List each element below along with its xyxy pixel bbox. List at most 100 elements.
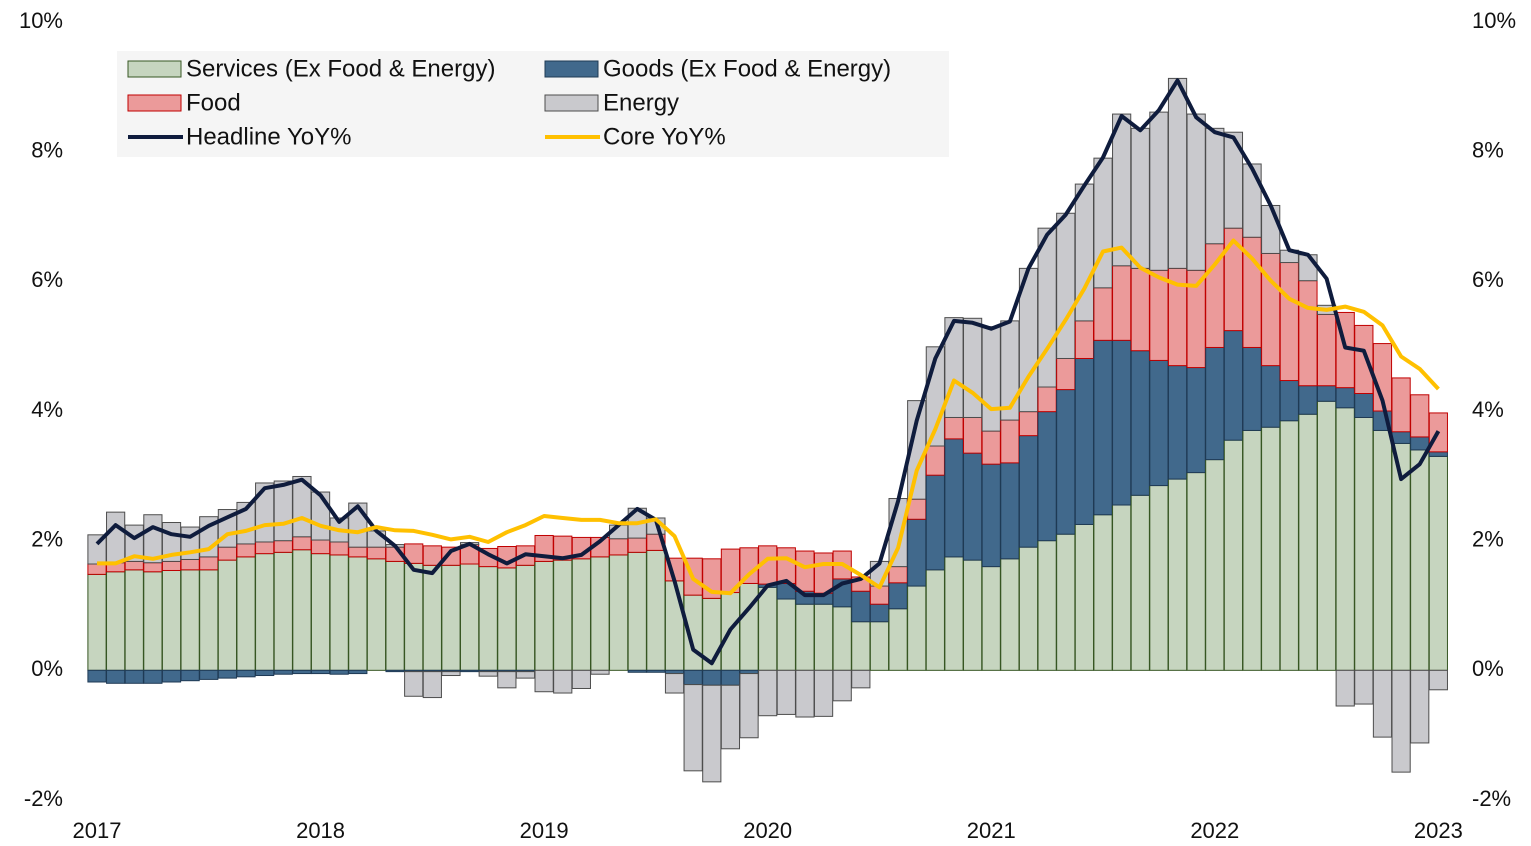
bar-segment	[1074, 357, 1094, 525]
bar-segment	[161, 560, 182, 571]
bar-segment	[702, 684, 722, 783]
bar-segment	[907, 518, 927, 587]
bar-segment	[925, 474, 945, 571]
bar-segment	[1391, 431, 1411, 444]
bar-segment	[497, 671, 517, 689]
bar-segment	[1261, 365, 1281, 428]
bar-segment	[385, 560, 405, 671]
bar-segment	[1093, 287, 1113, 341]
bar-segment	[1298, 385, 1318, 415]
x-tick-label: 2019	[520, 818, 569, 843]
bar-segment	[1000, 462, 1020, 560]
bar-segment	[758, 586, 778, 671]
bar-segment	[1428, 455, 1448, 671]
bar-segment	[664, 673, 685, 694]
bar-segment	[1093, 514, 1113, 671]
bar-segment	[944, 556, 964, 671]
bar-segment	[813, 603, 834, 671]
bar-segment	[236, 556, 256, 671]
bar-segment	[1428, 451, 1448, 457]
bar-segment	[1261, 204, 1281, 254]
bar-segment	[87, 669, 107, 683]
bar-segment	[515, 564, 536, 671]
bar-segment	[683, 669, 703, 686]
y2-tick-label: 4%	[1472, 397, 1504, 422]
bar-segment	[460, 563, 480, 671]
bar-segment	[1037, 540, 1057, 671]
bar-segment	[292, 669, 312, 675]
bar-segment	[832, 606, 852, 671]
bar-segment	[310, 553, 331, 671]
bar-segment	[217, 669, 238, 679]
bar-segment	[1000, 558, 1020, 671]
lines	[95, 78, 1441, 666]
y2-tick-label: 10%	[1472, 8, 1516, 33]
bar-segment	[1316, 313, 1337, 387]
bar-segment	[1242, 429, 1262, 671]
y-tick-label: 6%	[31, 267, 63, 292]
bar-segment	[571, 669, 591, 689]
bar-segment	[124, 560, 144, 571]
bar-segment	[1093, 339, 1113, 516]
bar-segment	[571, 558, 591, 671]
bar-segment	[776, 669, 796, 715]
bar-segment	[925, 569, 945, 671]
bar-segment	[869, 621, 890, 671]
legend-label: Goods (Ex Food & Energy)	[603, 55, 891, 82]
bar-segment	[1242, 346, 1262, 431]
bar-segment	[143, 571, 163, 671]
bar-segment	[1037, 227, 1057, 388]
axis-ticks: -2% 0% 2% 4% 6% 8% 10% -2% 0% 2% 4% 6% 8% 10% 2017 2018…	[19, 8, 1516, 843]
bar-segment	[366, 558, 387, 671]
bar-segment	[1223, 330, 1244, 441]
bar-segment	[1149, 359, 1169, 487]
bar-segment	[348, 546, 368, 558]
bar-segment	[627, 537, 647, 553]
bar-segment	[180, 558, 200, 571]
bar-segment	[1279, 262, 1299, 382]
bar-segment	[1056, 533, 1076, 671]
bar-segment	[404, 671, 424, 697]
bar-segment	[1316, 400, 1337, 671]
bar-segment	[1354, 416, 1374, 671]
bar-segment	[553, 669, 573, 694]
legend-swatch	[544, 94, 599, 112]
bar-segment	[758, 669, 778, 717]
bar-segment	[907, 585, 927, 671]
line-series	[97, 238, 1440, 596]
bar-segment	[1261, 426, 1281, 671]
bar-segment	[310, 491, 331, 541]
bar-segment	[1149, 111, 1169, 271]
x-tick-label: 2023	[1414, 818, 1463, 843]
bar-segment	[832, 669, 852, 702]
bar-segment	[124, 569, 144, 671]
bar-segment	[646, 549, 666, 671]
bar-segment	[441, 671, 461, 677]
bar-segment	[385, 669, 405, 673]
bar-segment	[944, 416, 964, 440]
bar-segment	[273, 551, 293, 671]
bar-segment	[1223, 439, 1244, 671]
bar-segment	[609, 554, 629, 671]
bar-segment	[1391, 377, 1411, 433]
bar-segment	[348, 556, 368, 671]
bar-segment	[422, 545, 442, 566]
bar-segment	[963, 452, 983, 561]
x-tick-label: 2022	[1190, 818, 1239, 843]
bar-segment	[217, 559, 238, 671]
legend-swatch	[127, 60, 182, 78]
bar-segment	[199, 569, 219, 671]
line-series	[95, 78, 1441, 666]
bar-segment	[1056, 212, 1076, 359]
bar-segment	[1410, 436, 1430, 451]
bar-segment	[180, 669, 200, 682]
bar-segment	[720, 684, 741, 750]
bar-segment	[646, 669, 666, 673]
bar-segment	[1037, 386, 1057, 413]
bar-segment	[1000, 419, 1020, 464]
bar-segment	[273, 669, 293, 675]
bar-segment	[1167, 77, 1188, 269]
bar-segment	[1205, 127, 1225, 245]
bar-segment	[776, 598, 796, 671]
bar-segment	[553, 559, 573, 671]
